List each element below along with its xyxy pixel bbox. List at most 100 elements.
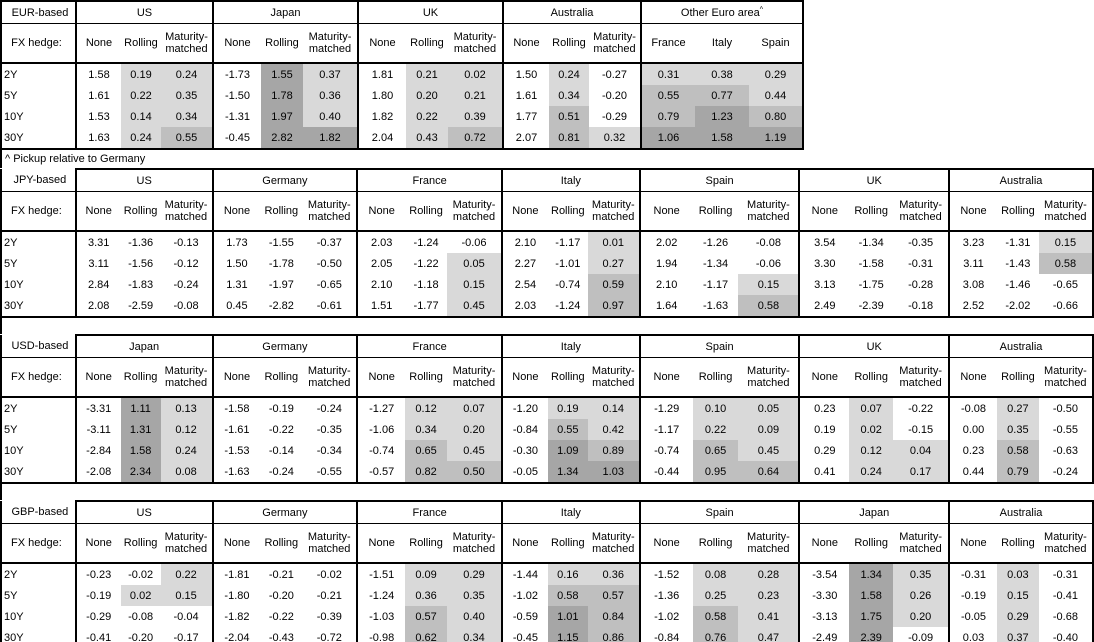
fx-hedge-column-header: Rolling [692,191,739,232]
value-cell: -0.35 [908,236,934,249]
value-cell: -0.74 [356,440,406,461]
value-cell: -1.46 [1005,278,1031,291]
value-cell: -1.06 [356,419,406,440]
fx-hedge-column-header: Maturity-matched [161,23,213,64]
tenor-label: 10Y [4,610,24,623]
base-currency-label: EUR-based [1,1,76,24]
value-cell: -1.01 [555,257,581,270]
value-cell: -1.56 [128,257,154,270]
value-cell: 1.75 [849,606,894,627]
value-cell: 0.37 [303,63,358,85]
value-cell: 0.37 [996,627,1039,642]
value-cell: 2.82 [261,127,303,149]
value-cell: 1.09 [547,440,588,461]
country-header: UK [798,334,950,358]
value-cell: 0.34 [405,419,448,440]
value-cell: -0.65 [1052,278,1078,291]
value-cell: 2.03 [500,295,548,317]
value-cell: 0.00 [948,419,997,440]
section-gap [0,484,1094,500]
value-cell: 0.40 [447,606,502,627]
value-cell: -0.23 [74,563,121,585]
value-cell: 2.08 [74,295,121,317]
section-gap [0,318,1094,334]
value-cell: -0.55 [1052,423,1078,436]
country-header: France [356,168,502,192]
fx-hedge-column-header: Maturity-matched [160,523,213,564]
fx-hedge-column-header: None [211,523,261,564]
country-header: Spain [638,500,800,524]
value-cell: 1.82 [303,127,358,149]
value-cell: 1.34 [547,461,588,483]
value-cell: 0.35 [893,563,950,585]
tenor-label: 30Y [4,131,24,144]
value-cell: 0.16 [547,563,588,585]
value-cell: 0.21 [406,63,448,85]
value-cell: -1.81 [211,563,261,585]
value-cell: 2.52 [948,295,997,317]
value-cell: 0.47 [738,627,800,642]
value-cell: 0.58 [547,585,588,606]
value-cell: 1.64 [638,295,693,317]
value-cell: 1.58 [75,63,121,85]
value-cell: 3.23 [948,231,997,253]
table-row: 5Y 3.11 -1.56 -0.12 1.50 -1.78 -0.50 2.05 -1.22 0… [1,253,1093,274]
value-cell: -0.98 [356,627,406,642]
value-cell: 1.55 [261,63,303,85]
value-cell: 0.22 [692,419,739,440]
value-cell: -1.34 [702,257,729,270]
value-cell: 2.05 [356,253,406,274]
value-cell: -2.59 [128,299,154,312]
value-cell: 0.17 [893,461,950,483]
jpy-table-section: JPY-based US Germany France Italy Spain UK Aust… [0,168,1094,318]
value-cell: 0.89 [587,440,640,461]
value-cell: -0.06 [461,236,487,249]
value-cell: -0.63 [1052,444,1078,457]
fx-hedge-column-header: Rolling [405,357,448,398]
value-cell: -1.50 [212,85,261,106]
value-cell: 0.24 [849,461,894,483]
value-cell: -0.17 [173,631,199,642]
value-cell: -1.77 [413,299,439,312]
value-cell: -0.05 [500,461,548,483]
fx-hedge-column-header: Maturity-matched [893,523,950,564]
fx-hedge-column-header: Maturity-matched [447,191,502,232]
value-cell: 0.45 [211,295,261,317]
value-cell: 0.34 [447,627,502,642]
value-cell: 0.26 [893,585,950,606]
value-cell: 1.50 [211,253,261,274]
tenor-label: 2Y [4,68,18,81]
value-cell: -0.40 [1052,631,1078,642]
value-cell: -1.02 [500,585,548,606]
value-cell: 0.19 [547,397,588,419]
value-cell: -1.36 [638,585,693,606]
value-cell: 0.22 [406,106,448,127]
value-cell: 0.27 [587,253,640,274]
value-cell: 0.24 [160,440,213,461]
fx-hedge-column-header: Rolling [405,523,448,564]
fx-hedge-column-header: Rolling [996,191,1039,232]
country-header: Japan [798,500,950,524]
value-cell: 0.02 [448,63,503,85]
tenor-label: 2Y [4,402,18,415]
fx-hedge-column-header: France [640,23,695,64]
value-cell: 1.81 [357,63,406,85]
country-header: Spain [638,334,800,358]
value-cell: -0.19 [948,585,997,606]
value-cell: 0.20 [447,419,502,440]
value-cell: -2.04 [211,627,261,642]
value-cell: 0.44 [948,461,997,483]
value-cell: 0.58 [692,606,739,627]
value-cell: -1.82 [211,606,261,627]
value-cell: -0.30 [500,440,548,461]
value-cell: -1.73 [212,63,261,85]
value-cell: 1.94 [638,253,693,274]
fx-hedge-column-header: None [75,23,121,64]
value-cell: 0.12 [849,440,894,461]
value-cell: -0.74 [555,278,581,291]
value-cell: 0.22 [160,563,213,585]
fx-hedge-column-header: None [74,357,121,398]
value-cell: 0.50 [447,461,502,483]
value-cell: -3.54 [798,563,850,585]
value-cell: -1.44 [500,563,548,585]
